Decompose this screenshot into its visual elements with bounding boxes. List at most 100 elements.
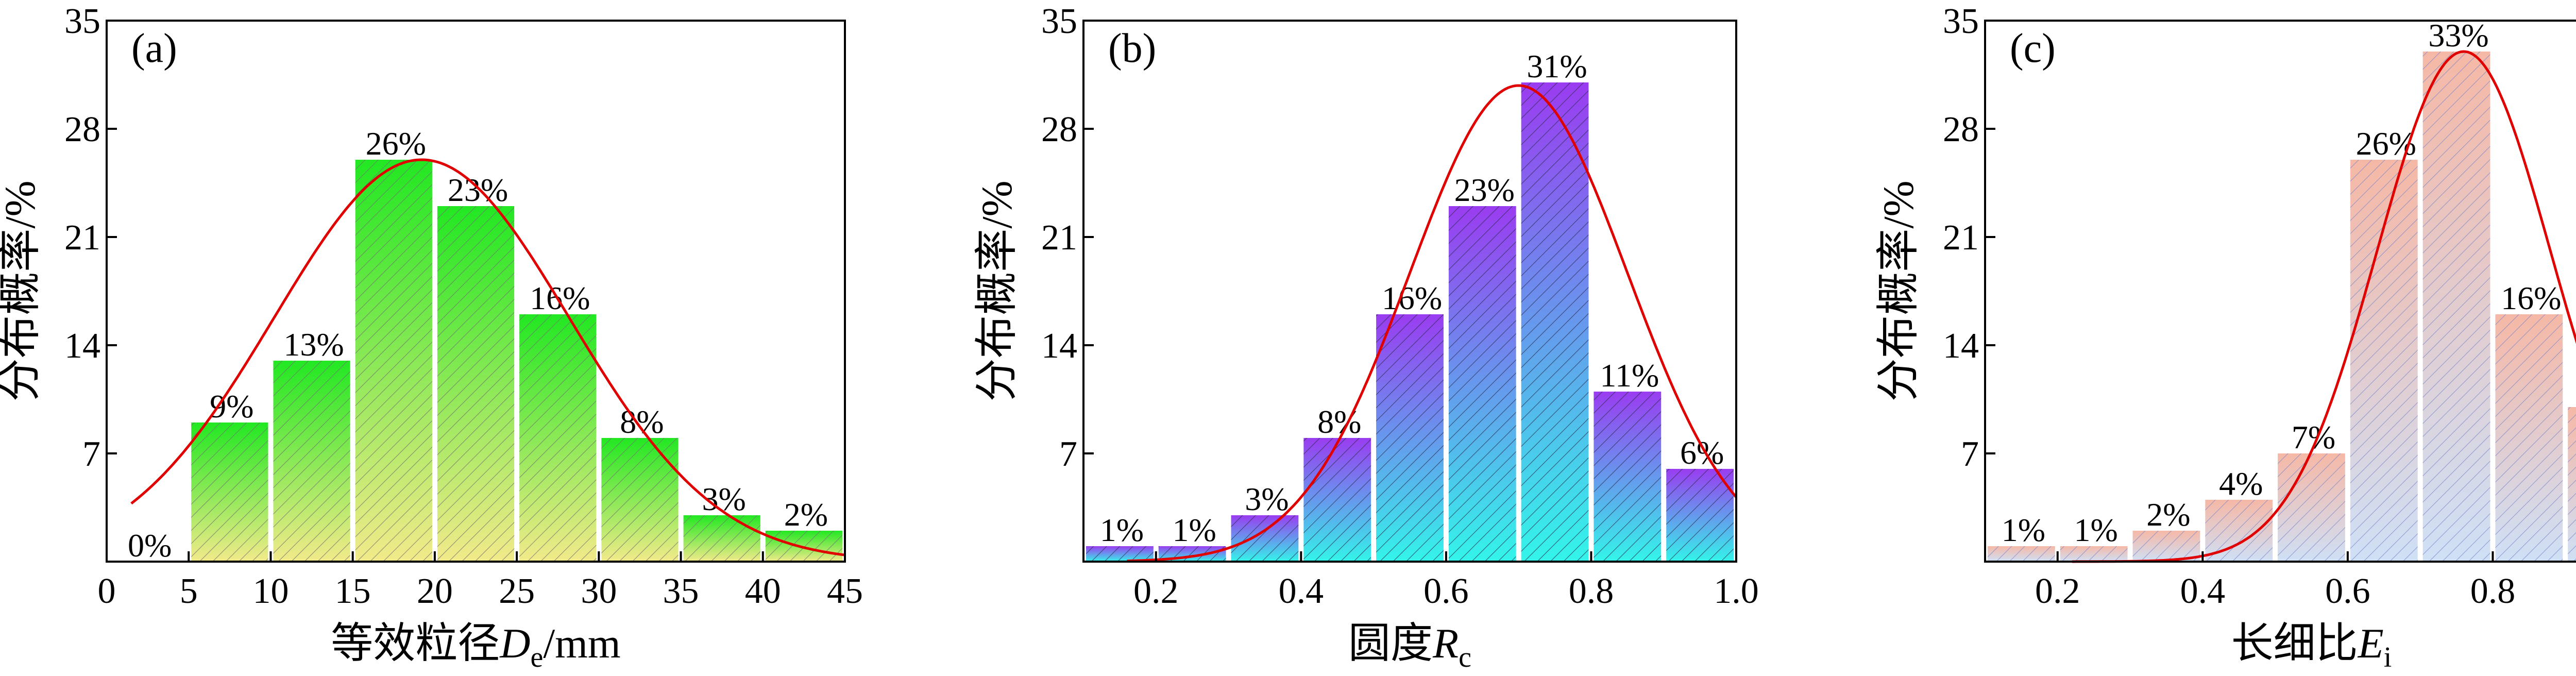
x-axis-label-main: 圆度 — [1348, 620, 1433, 667]
y-axis-label: 分布概率/% — [0, 180, 44, 401]
x-tick-label: 30 — [581, 571, 617, 611]
chart-panel-2: 1% 1%3%8%16%23%31%11%6%0.2 0.4 0.6 0.8 1.0714… — [973, 2, 1759, 673]
y-axis-label: 分布概率/% — [973, 180, 1021, 401]
bar-9 — [765, 531, 842, 562]
data-label: 0% — [128, 527, 172, 564]
bar-8 — [683, 515, 760, 562]
x-tick-label: 1.0 — [1714, 571, 1759, 611]
y-tick-label: 7 — [82, 434, 100, 474]
panel-label: (b) — [1108, 26, 1156, 71]
x-tick-label: 0.8 — [2470, 571, 2516, 611]
data-label: 1% — [2074, 512, 2118, 548]
bar-6 — [1448, 206, 1516, 562]
x-tick-label: 45 — [827, 571, 863, 611]
x-axis-label-main: 等效粒径 — [331, 620, 500, 667]
bar-4 — [1303, 438, 1371, 562]
bar-9 — [1666, 469, 1734, 562]
x-tick-label: 15 — [335, 571, 371, 611]
bar-3 — [273, 361, 350, 562]
x-tick-label: 0.6 — [1423, 571, 1469, 611]
x-tick-label: 0.4 — [2180, 571, 2226, 611]
bar-5 — [437, 206, 515, 562]
plot-frame — [1984, 20, 2576, 563]
bar-5 — [1376, 314, 1444, 562]
x-tick-label: 0.6 — [2325, 571, 2370, 611]
data-label: 16% — [530, 280, 590, 316]
y-tick-label: 7 — [1059, 434, 1077, 474]
x-tick-label: 20 — [417, 571, 453, 611]
x-tick-label: 35 — [663, 571, 699, 611]
y-tick-label: 35 — [1943, 2, 1979, 41]
data-label: 23% — [1454, 172, 1515, 208]
bar-7 — [601, 438, 679, 562]
y-axis-label: 分布概率/% — [1875, 180, 1923, 401]
chart-panel-3: 1%1%2%4%7%26%33%16%10%0.20.40.60.81.0714… — [1875, 2, 2576, 673]
x-tick-label: 0.2 — [2035, 571, 2080, 611]
data-label: 1% — [1100, 512, 1144, 548]
data-label: 4% — [2219, 465, 2263, 502]
fit-curve — [2072, 50, 2576, 563]
x-axis-label: 等效粒径De/mm — [331, 620, 620, 673]
x-tick-label: 0.2 — [1133, 571, 1179, 611]
panel-label: (c) — [2010, 26, 2056, 71]
y-tick-label: 14 — [64, 326, 100, 366]
data-label: 16% — [1382, 280, 1442, 316]
bar-2 — [2060, 546, 2128, 562]
bar-8 — [1594, 392, 1662, 562]
y-tick-label: 35 — [64, 2, 100, 41]
data-label: 3% — [1245, 481, 1289, 517]
x-axis-label-unit: /mm — [543, 620, 620, 667]
bar-8 — [2495, 314, 2563, 562]
data-label: 1% — [1173, 512, 1216, 548]
data-label: 11% — [1600, 357, 1659, 394]
x-axis-label-variable: E — [2358, 620, 2384, 667]
y-tick-label: 28 — [64, 110, 100, 149]
bar-2 — [191, 422, 268, 562]
bar-1 — [1086, 546, 1154, 562]
x-tick-label: 25 — [499, 571, 535, 611]
x-tick-label: 5 — [180, 571, 198, 611]
bar-4 — [355, 160, 432, 562]
bar-6 — [519, 314, 597, 562]
data-label: 6% — [1680, 434, 1724, 471]
x-axis-label-subscript: e — [531, 641, 544, 673]
y-tick-label: 35 — [1041, 2, 1077, 41]
x-tick-label: 0.4 — [1279, 571, 1324, 611]
x-axis-label: 圆度Rc — [1348, 620, 1471, 673]
y-tick-label: 21 — [1041, 218, 1077, 258]
x-tick-label: 10 — [252, 571, 289, 611]
x-axis-label-main: 长细比 — [2231, 620, 2358, 667]
x-axis-label-subscript: c — [1459, 641, 1471, 673]
data-label: 26% — [2356, 125, 2416, 162]
data-label: 2% — [784, 496, 828, 533]
bar-3 — [1231, 515, 1299, 562]
plot-frame — [106, 20, 846, 563]
data-label: 26% — [366, 125, 426, 162]
data-label: 2% — [2146, 496, 2190, 533]
x-tick-label: 0 — [98, 571, 116, 611]
y-tick-label: 28 — [1943, 110, 1979, 149]
y-tick-label: 28 — [1041, 110, 1077, 149]
x-axis-label: 长细比Ei — [2231, 620, 2392, 673]
fit-curve — [130, 158, 845, 556]
data-label: 31% — [1527, 48, 1587, 84]
y-tick-label: 14 — [1943, 326, 1979, 366]
bar-6 — [2350, 160, 2418, 562]
bar-7 — [1521, 82, 1589, 562]
x-axis-label-subscript: i — [2384, 641, 2392, 673]
y-tick-label: 21 — [1943, 218, 1979, 258]
x-tick-label: 0.8 — [1569, 571, 1614, 611]
data-label: 16% — [2501, 280, 2561, 316]
data-label: 7% — [2292, 419, 2335, 455]
bar-9 — [2568, 407, 2576, 562]
bar-1 — [1988, 546, 2055, 562]
data-label: 9% — [210, 388, 253, 425]
data-label: 10% — [2573, 373, 2576, 409]
data-label: 23% — [448, 172, 508, 208]
x-tick-label: 40 — [745, 571, 781, 611]
data-label: 1% — [2002, 512, 2045, 548]
bar-3 — [2132, 531, 2200, 562]
fit-curve — [1127, 84, 1737, 563]
data-label: 13% — [283, 326, 344, 363]
